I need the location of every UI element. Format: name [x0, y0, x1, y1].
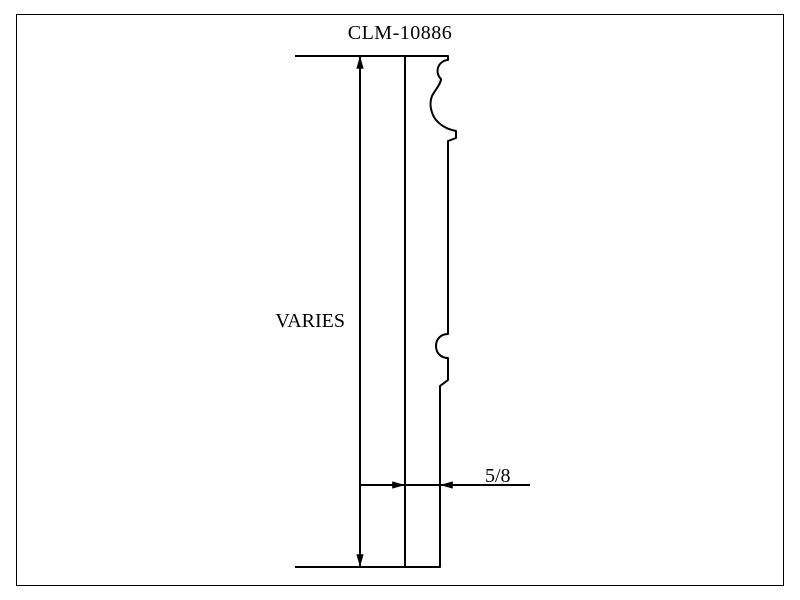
technical-drawing [0, 0, 800, 600]
